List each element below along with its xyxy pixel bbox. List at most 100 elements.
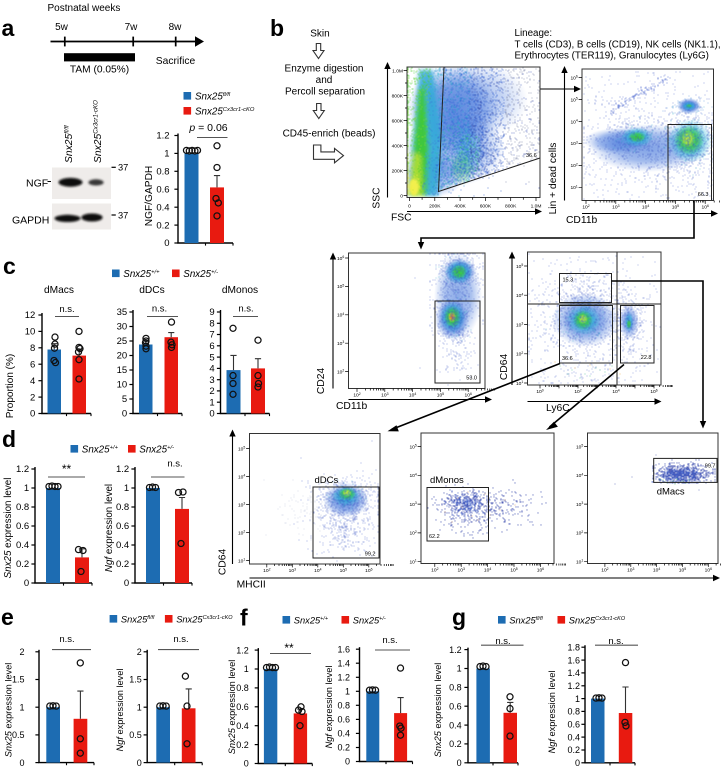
svg-text:0: 0: [24, 578, 29, 589]
svg-text:n.s.: n.s.: [495, 636, 510, 647]
svg-text:0: 0: [345, 757, 350, 767]
svg-text:SSC: SSC: [372, 187, 383, 209]
svg-text:n.s.: n.s.: [173, 634, 188, 645]
svg-text:0: 0: [244, 759, 249, 769]
svg-text:1.5: 1.5: [12, 675, 25, 685]
svg-text:1.2: 1.2: [449, 645, 462, 655]
svg-text:800K: 800K: [392, 93, 404, 99]
svg-text:Ngf expression level: Ngf expression level: [104, 484, 115, 572]
svg-text:105: 105: [238, 446, 245, 453]
svg-text:0.6: 0.6: [567, 719, 580, 729]
svg-text:NGF/GAPDH: NGF/GAPDH: [144, 166, 155, 227]
svg-text:Lin + dead cells: Lin + dead cells: [548, 143, 559, 215]
svg-text:1.6: 1.6: [567, 655, 580, 665]
svg-text:1: 1: [137, 702, 142, 712]
svg-text:8: 8: [209, 318, 214, 329]
svg-text:0: 0: [209, 409, 214, 420]
svg-text:1: 1: [164, 149, 169, 160]
svg-text:0.4: 0.4: [236, 721, 249, 731]
svg-text:103: 103: [409, 501, 416, 508]
svg-text:**: **: [284, 641, 294, 655]
svg-text:105: 105: [437, 392, 444, 399]
svg-text:102: 102: [570, 162, 577, 169]
svg-text:106: 106: [650, 388, 657, 395]
svg-text:103: 103: [337, 340, 344, 347]
svg-text:106: 106: [537, 567, 544, 574]
svg-text:CD45-enrich (beads): CD45-enrich (beads): [283, 129, 376, 140]
svg-text:1.6: 1.6: [337, 644, 350, 654]
svg-text:106: 106: [705, 567, 712, 574]
svg-text:105: 105: [337, 283, 344, 290]
svg-text:1.0M: 1.0M: [531, 204, 542, 210]
svg-text:15: 15: [117, 365, 128, 376]
svg-text:Snx25+/+: Snx25+/+: [82, 444, 119, 455]
svg-text:0.4: 0.4: [337, 729, 350, 739]
svg-text:103: 103: [458, 567, 465, 574]
svg-text:0.8: 0.8: [156, 167, 169, 178]
svg-text:106: 106: [702, 204, 709, 211]
svg-text:0.8: 0.8: [449, 683, 462, 693]
svg-text:Skin: Skin: [310, 29, 329, 40]
svg-text:104: 104: [409, 472, 416, 479]
svg-text:1.0M: 1.0M: [392, 68, 403, 74]
svg-text:0: 0: [400, 193, 403, 199]
svg-text:0.6: 0.6: [116, 521, 129, 532]
svg-text:1.2: 1.2: [116, 464, 129, 475]
svg-text:104: 104: [642, 204, 649, 211]
svg-text:105: 105: [679, 567, 686, 574]
svg-text:105: 105: [570, 97, 577, 104]
svg-text:6: 6: [209, 341, 214, 352]
svg-text:20: 20: [117, 351, 128, 362]
svg-text:102: 102: [263, 567, 270, 574]
svg-text:104: 104: [337, 312, 344, 319]
svg-text:0.2: 0.2: [236, 740, 249, 750]
svg-text:0.2: 0.2: [16, 559, 29, 570]
svg-text:1: 1: [209, 397, 214, 408]
svg-text:105: 105: [340, 567, 347, 574]
svg-text:Ly6C: Ly6C: [546, 403, 570, 414]
svg-text:0.2: 0.2: [337, 743, 350, 753]
svg-text:0.2: 0.2: [567, 745, 580, 755]
svg-text:2: 2: [137, 647, 142, 657]
svg-text:CD11b: CD11b: [566, 215, 598, 226]
svg-text:0.4: 0.4: [449, 720, 462, 730]
svg-text:Snx25fl/fl: Snx25fl/fl: [121, 614, 155, 624]
svg-text:and: and: [316, 75, 333, 86]
svg-text:Snx25fl/fl: Snx25fl/fl: [509, 615, 543, 625]
svg-text:Snx25+/+: Snx25+/+: [123, 269, 160, 280]
svg-text:Erythrocytes (TER119), Granul: Erythrocytes (TER119), Granulocytes (Ly6…: [515, 51, 709, 62]
svg-text:c: c: [3, 253, 16, 279]
svg-text:TAM (0.05%): TAM (0.05%): [70, 65, 129, 76]
svg-text:n.s.: n.s.: [152, 304, 167, 315]
svg-text:4: 4: [209, 364, 214, 375]
svg-text:Lineage:: Lineage:: [515, 28, 553, 39]
svg-text:dMacs: dMacs: [44, 285, 74, 296]
svg-text:Snx25Cx3cr1-cKO: Snx25Cx3cr1-cKO: [195, 106, 255, 117]
svg-text:1.4: 1.4: [567, 668, 580, 678]
svg-text:103: 103: [238, 502, 245, 509]
svg-text:10: 10: [117, 380, 128, 391]
svg-text:102: 102: [353, 392, 360, 399]
svg-text:0: 0: [137, 758, 142, 768]
svg-text:2: 2: [19, 647, 24, 657]
svg-text:12: 12: [25, 310, 36, 321]
svg-text:1.4: 1.4: [337, 658, 350, 668]
svg-text:0.4: 0.4: [156, 202, 169, 213]
svg-text:n.s.: n.s.: [59, 304, 74, 315]
svg-text:15.3: 15.3: [563, 278, 574, 284]
svg-text:1: 1: [19, 702, 24, 712]
svg-text:1.2: 1.2: [156, 131, 169, 142]
svg-text:**: **: [62, 462, 72, 476]
svg-text:200K: 200K: [429, 204, 441, 210]
svg-text:200K: 200K: [392, 168, 404, 174]
svg-text:1.8: 1.8: [567, 642, 580, 652]
svg-text:22.8: 22.8: [641, 355, 652, 361]
svg-text:103: 103: [576, 501, 583, 508]
svg-text:0.2: 0.2: [116, 559, 129, 570]
svg-text:1: 1: [244, 664, 249, 674]
svg-text:Snx25Cx3cr1-cKO: Snx25Cx3cr1-cKO: [176, 614, 233, 624]
svg-text:1.2: 1.2: [567, 681, 580, 691]
svg-text:Snx25+/-: Snx25+/-: [353, 615, 386, 625]
svg-text:n.s.: n.s.: [238, 304, 253, 315]
svg-text:62.2: 62.2: [429, 534, 440, 540]
